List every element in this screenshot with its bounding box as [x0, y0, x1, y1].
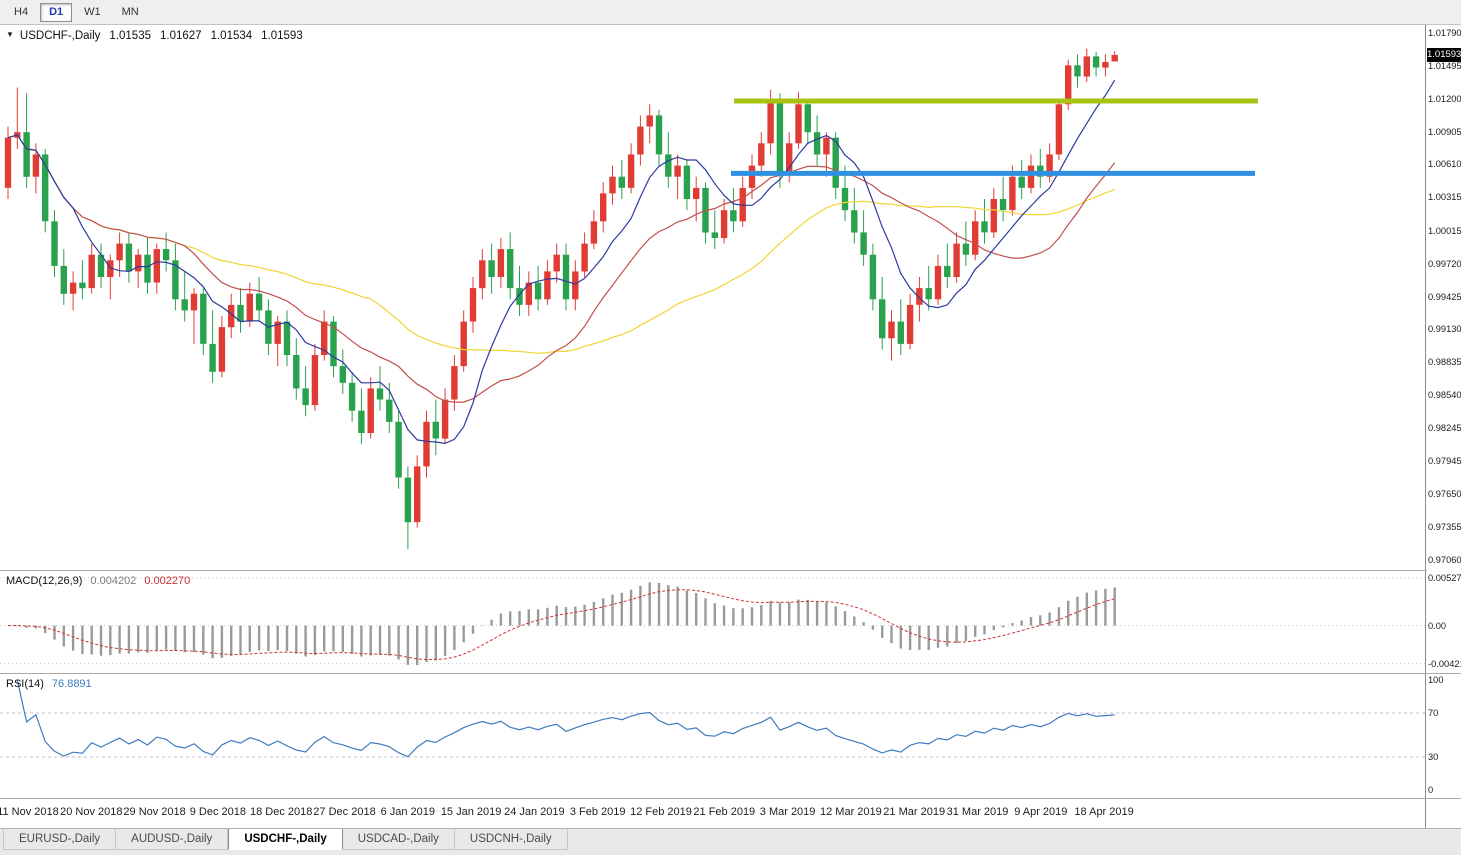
macd-indicator-panel[interactable]: MACD(12,26,9) 0.004202 0.002270: [0, 571, 1426, 673]
price-axis-label: 0.97060: [1428, 555, 1461, 565]
tab-eurusd-daily[interactable]: EURUSD-,Daily: [3, 829, 117, 850]
rsi-axis-label: 0: [1428, 785, 1434, 795]
date-axis-label: 9 Dec 2018: [189, 806, 247, 818]
price-axis-label: 0.99720: [1428, 258, 1461, 269]
ma-20-line: [7, 134, 1116, 403]
candlestick-chart-canvas[interactable]: [0, 25, 1425, 570]
rsi-indicator-panel[interactable]: RSI(14) 76.8891: [0, 674, 1426, 798]
price-axis-label: 1.01790: [1428, 28, 1461, 38]
macd-axis-label: 0.005275: [1428, 572, 1461, 583]
ohlc-open-value: 1.01535: [109, 30, 151, 42]
price-axis[interactable]: 1.01790 1.01495 1.01200 1.00905 1.00610 1.003…: [1427, 25, 1461, 571]
rsi-canvas[interactable]: [0, 674, 1425, 798]
date-axis-label: 18 Apr 2019: [1074, 806, 1134, 818]
timeframe-toolbar: H4 D1 W1 MN: [0, 0, 1461, 25]
ma-40-line: [7, 134, 1115, 354]
price-axis-label: 0.99130: [1428, 324, 1461, 335]
date-axis-label: 3 Mar 2019: [759, 806, 816, 818]
rsi-axis-label: 100: [1428, 675, 1444, 685]
timeframe-d1-button[interactable]: D1: [40, 2, 73, 22]
ohlc-close-value: 1.01593: [261, 30, 303, 42]
timeframe-mn-button[interactable]: MN: [113, 3, 148, 22]
price-axis-label: 0.99425: [1428, 291, 1461, 302]
rsi-axis[interactable]: 100 70 30 0: [1427, 674, 1461, 798]
price-axis-label: 1.01200: [1428, 93, 1461, 104]
date-axis-label: 3 Feb 2019: [569, 806, 626, 818]
date-axis-label: 21 Feb 2019: [693, 806, 756, 818]
rsi-line: [16, 679, 1115, 758]
panel-divider[interactable]: [0, 673, 1461, 674]
ohlc-low-value: 1.01534: [210, 30, 253, 42]
tab-usdchf-daily[interactable]: USDCHF-,Daily: [228, 829, 343, 850]
price-axis-label: 0.97650: [1428, 489, 1461, 500]
date-axis-label: 20 Nov 2018: [60, 806, 123, 818]
rsi-axis-label: 70: [1428, 708, 1439, 718]
price-axis-label: 1.00315: [1428, 192, 1461, 203]
panel-divider[interactable]: [0, 570, 1461, 571]
price-axis-label: 0.98245: [1428, 422, 1461, 433]
price-axis-label: 1.01495: [1428, 60, 1461, 71]
macd-name: MACD(12,26,9): [6, 575, 83, 587]
current-price-badge: 1.01593: [1427, 47, 1461, 62]
chart-symbol-label: USDCHF-,Daily: [19, 30, 101, 42]
rsi-value: 76.8891: [51, 678, 92, 690]
tab-usdcnh-daily[interactable]: USDCNH-,Daily: [454, 829, 568, 850]
macd-canvas[interactable]: [0, 571, 1425, 673]
panel-divider[interactable]: [0, 798, 1461, 799]
timeframe-h4-button[interactable]: H4: [5, 3, 37, 22]
date-axis-label: 24 Jan 2019: [504, 806, 565, 818]
price-axis-label: 0.98835: [1428, 357, 1461, 368]
chart-collapse-icon[interactable]: ▼: [6, 30, 14, 39]
date-axis-label: 18 Dec 2018: [249, 806, 313, 818]
macd-signal-value: 0.002270: [144, 575, 191, 587]
date-axis-label: 12 Mar 2019: [820, 806, 882, 818]
macd-histogram: [16, 582, 1116, 666]
macd-main-value: 0.004202: [90, 575, 137, 587]
date-axis-label: 11 Nov 2018: [0, 806, 59, 818]
price-axis-label: 1.00015: [1428, 225, 1461, 236]
price-axis-label: 0.98540: [1428, 390, 1461, 401]
main-price-chart[interactable]: ▼ USDCHF-,Daily 1.01535 1.01627 1.01534 …: [0, 25, 1426, 570]
macd-signal-line: [7, 589, 1115, 661]
tab-audusd-daily[interactable]: AUDUSD-,Daily: [116, 829, 229, 850]
date-axis-label: 21 Mar 2019: [883, 806, 946, 818]
date-axis-label: 29 Nov 2018: [123, 806, 186, 818]
price-axis-label: 1.00610: [1428, 159, 1461, 170]
macd-label: MACD(12,26,9) 0.004202 0.002270: [6, 575, 190, 587]
chart-title: ▼ USDCHF-,Daily 1.01535 1.01627 1.01534 …: [6, 30, 303, 42]
date-axis-label: 31 Mar 2019: [946, 806, 1009, 818]
tab-usdcad-daily[interactable]: USDCAD-,Daily: [342, 829, 455, 850]
candlestick-series: [4, 48, 1118, 549]
macd-axis-label: 0.00: [1428, 620, 1447, 631]
date-axis-label: 15 Jan 2019: [440, 806, 502, 818]
chart-tabbar: EURUSD-,Daily AUDUSD-,Daily USDCHF-,Dail…: [0, 828, 1461, 855]
rsi-axis-label: 30: [1428, 752, 1439, 762]
price-axis-label: 0.97945: [1428, 456, 1461, 467]
date-axis-label: 6 Jan 2019: [380, 806, 436, 818]
timeframe-w1-button[interactable]: W1: [75, 3, 110, 22]
rsi-label: RSI(14) 76.8891: [6, 678, 92, 690]
rsi-name: RSI(14): [6, 678, 44, 690]
price-axis-label: 1.00905: [1428, 126, 1461, 137]
date-axis-label: 9 Apr 2019: [1014, 806, 1068, 818]
date-axis-label: 27 Dec 2018: [313, 806, 376, 818]
ohlc-high-value: 1.01627: [160, 30, 202, 42]
ma-8-line: [7, 79, 1116, 445]
date-axis[interactable]: 11 Nov 2018 20 Nov 2018 29 Nov 2018 9 Dec 2…: [0, 799, 1426, 828]
date-axis-label: 12 Feb 2019: [630, 806, 692, 818]
price-axis-label: 0.97355: [1428, 522, 1461, 533]
